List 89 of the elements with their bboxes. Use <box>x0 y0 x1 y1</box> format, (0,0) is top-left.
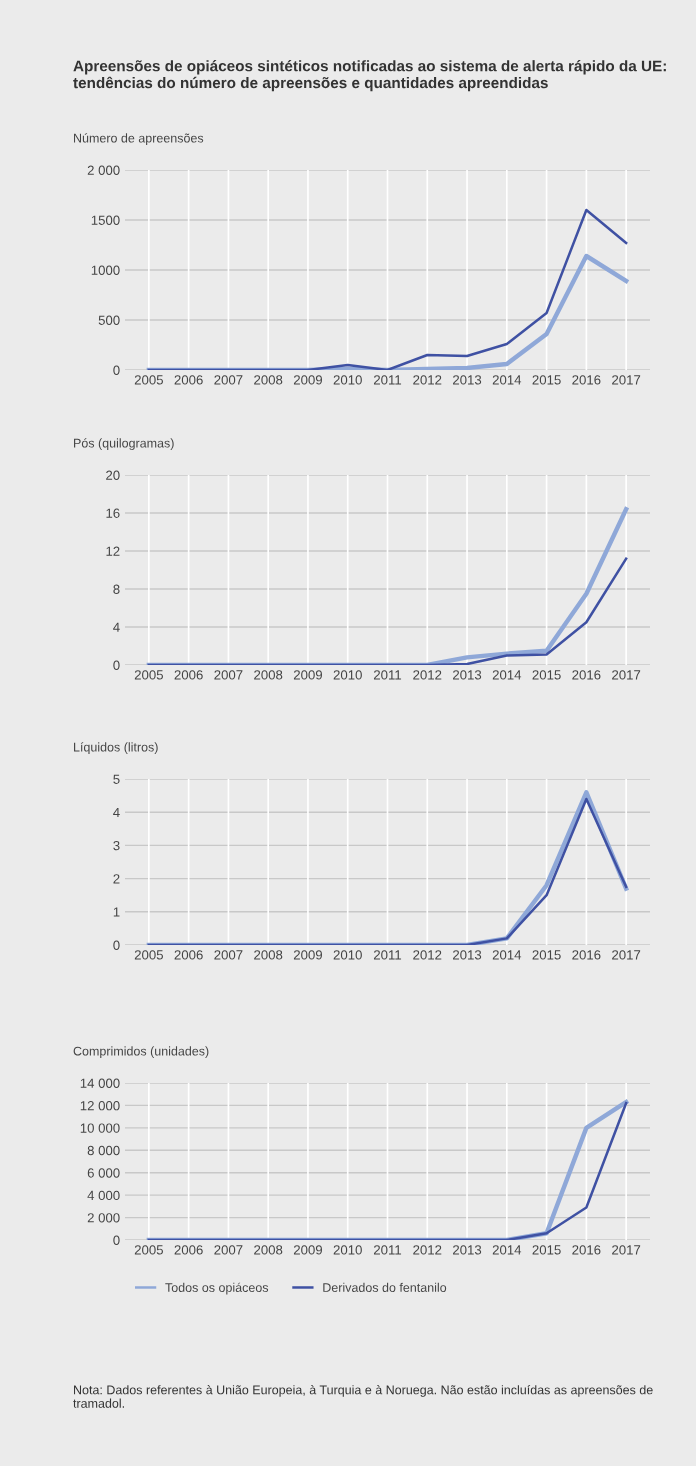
y-tick-label: 0 <box>113 660 120 670</box>
x-tick-label: 2005 <box>134 950 163 960</box>
y-tick-label: 3 <box>113 840 120 851</box>
x-tick-label: 2016 <box>572 670 601 680</box>
x-tick-label: 2006 <box>174 1245 203 1255</box>
legend-label: Todos os opiáceos <box>165 1282 269 1295</box>
x-tick-label: 2010 <box>333 950 362 960</box>
y-tick-label: 4 <box>113 622 120 632</box>
x-tick-label: 2015 <box>532 670 561 680</box>
x-tick-label: 2012 <box>413 375 442 385</box>
x-tick-label: 2012 <box>413 950 442 960</box>
y-tick-label: 14 000 <box>80 1078 120 1088</box>
x-tick-label: 2006 <box>174 950 203 960</box>
x-tick-label: 2013 <box>453 670 482 680</box>
x-tick-label: 2005 <box>134 375 163 385</box>
x-tick-label: 2010 <box>333 375 362 385</box>
y-tick-label: 12 000 <box>80 1101 120 1111</box>
x-tick-label: 2009 <box>293 950 323 960</box>
x-tick-label: 2014 <box>492 375 522 385</box>
y-axis-title: Número de apreensões <box>74 133 204 145</box>
x-tick-label: 2011 <box>373 1245 402 1255</box>
x-tick-label: 2007 <box>214 1245 243 1255</box>
x-tick-label: 2011 <box>373 670 402 680</box>
x-tick-label: 2007 <box>214 950 243 960</box>
x-tick-label: 2007 <box>214 375 243 385</box>
y-axis-title: Líquidos (litros) <box>74 742 158 754</box>
x-tick-label: 2012 <box>413 1245 442 1255</box>
y-tick-label: 4 <box>113 807 120 817</box>
x-tick-label: 2005 <box>134 1245 163 1255</box>
y-tick-label: 0 <box>113 365 120 375</box>
y-axis-title: Comprimidos (unidades) <box>73 1046 209 1058</box>
x-tick-label: 2008 <box>254 950 283 960</box>
x-tick-label: 2015 <box>532 375 561 385</box>
x-tick-label: 2005 <box>134 670 163 680</box>
x-tick-label: 2016 <box>572 375 601 385</box>
x-tick-label: 2013 <box>453 1245 482 1255</box>
x-tick-label: 2007 <box>214 670 243 680</box>
y-tick-label: 2 000 <box>87 1213 120 1223</box>
x-tick-label: 2009 <box>293 375 323 385</box>
y-tick-label: 10 000 <box>80 1123 120 1133</box>
y-tick-label: 6 000 <box>87 1168 120 1178</box>
x-tick-label: 2008 <box>254 670 283 680</box>
x-tick-label: 2012 <box>413 670 442 680</box>
y-tick-label: 1000 <box>91 265 120 275</box>
x-tick-label: 2009 <box>293 1245 323 1255</box>
x-tick-label: 2011 <box>373 375 402 385</box>
x-tick-label: 2010 <box>333 670 362 680</box>
x-tick-label: 2006 <box>174 670 203 680</box>
y-tick-label: 0 <box>113 940 120 950</box>
y-tick-label: 5 <box>113 774 120 784</box>
x-tick-label: 2015 <box>532 1245 561 1255</box>
x-tick-label: 2013 <box>453 950 482 960</box>
line-series <box>147 208 628 370</box>
x-tick-label: 2016 <box>572 950 601 960</box>
line-series <box>147 557 628 665</box>
y-tick-label: 500 <box>98 315 120 325</box>
chart-title: Apreensões de opiáceos sintéticos notificadas ao sistema de alerta rápido da UE: tendências do número de apreensões e quantidades apreendidas <box>73 60 666 92</box>
x-tick-label: 2017 <box>612 950 641 960</box>
x-tick-label: 2014 <box>492 1245 522 1255</box>
x-tick-label: 2015 <box>532 950 561 960</box>
y-tick-label: 20 <box>106 470 120 480</box>
y-tick-label: 16 <box>106 508 120 518</box>
y-tick-label: 4 000 <box>87 1190 120 1201</box>
y-tick-label: 12 <box>106 546 120 556</box>
y-axis-title: Pós (quilogramas) <box>74 438 174 450</box>
line-series <box>146 253 629 370</box>
x-tick-label: 2009 <box>293 670 323 680</box>
y-tick-label: 2 <box>113 874 120 884</box>
text: Nota: Dados referentes à União Europeia, à Turquia e à Noruega. Não estão incluídas as apreensões de tramadol. <box>73 1385 653 1408</box>
y-tick-label: 8 <box>113 584 120 594</box>
x-tick-label: 2011 <box>373 950 402 960</box>
x-tick-label: 2017 <box>612 375 641 385</box>
x-tick-label: 2013 <box>453 375 482 385</box>
legend-label: Derivados do fentanilo <box>323 1282 447 1292</box>
y-tick-label: 2 000 <box>87 165 120 175</box>
y-tick-label: 1 <box>113 907 120 917</box>
x-tick-label: 2008 <box>254 375 283 385</box>
x-tick-label: 2017 <box>612 670 641 680</box>
y-tick-label: 1500 <box>91 215 120 225</box>
x-tick-label: 2010 <box>333 1245 362 1255</box>
x-tick-label: 2008 <box>254 1245 283 1255</box>
y-tick-label: 0 <box>113 1235 120 1245</box>
y-tick-label: 8 000 <box>87 1145 120 1156</box>
x-tick-label: 2014 <box>492 670 522 680</box>
x-tick-label: 2006 <box>174 375 203 385</box>
x-tick-label: 2016 <box>572 1245 601 1255</box>
x-tick-label: 2014 <box>492 950 522 960</box>
line-series <box>146 506 629 665</box>
x-tick-label: 2017 <box>612 1245 641 1255</box>
